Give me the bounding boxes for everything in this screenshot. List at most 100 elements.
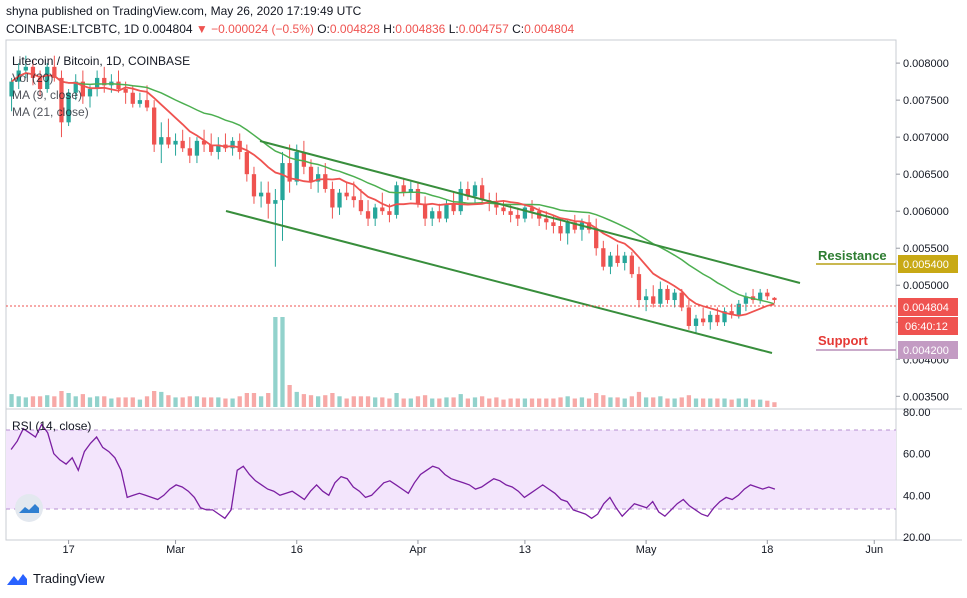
volume-bar <box>66 393 71 407</box>
volume-bar <box>451 397 456 407</box>
volume-bar <box>337 396 342 407</box>
candle-body <box>508 211 513 215</box>
volume-bar <box>508 398 513 407</box>
volume-bar <box>365 396 371 407</box>
volume-bar <box>643 397 649 407</box>
volume-bar <box>544 398 549 407</box>
candle-body <box>551 222 556 226</box>
candle-body <box>608 255 613 267</box>
volume-bar <box>658 396 663 407</box>
volume-bar <box>722 398 727 407</box>
candle-body <box>59 77 64 123</box>
candle-body <box>216 144 221 152</box>
lower-channel-line[interactable] <box>225 210 773 354</box>
candle-body <box>73 81 78 93</box>
volume-bar <box>579 397 585 407</box>
volume-bar <box>572 398 577 407</box>
volume-bar <box>373 397 378 407</box>
cloud-icon[interactable] <box>15 494 43 522</box>
time-tick-label: Jun <box>865 544 883 556</box>
volume-bar <box>173 397 178 407</box>
price-tick-label: 0.007000 <box>903 132 949 144</box>
high-label: H: <box>383 22 396 36</box>
volume-bar <box>351 396 356 407</box>
volume-bar <box>672 398 677 407</box>
volume-bar <box>330 393 335 407</box>
candle-body <box>622 255 627 264</box>
candle-body <box>529 207 535 212</box>
candle-body <box>280 163 285 201</box>
volume-bar <box>387 398 392 407</box>
rsi-tick-label: 20.00 <box>903 532 931 544</box>
candle-body <box>137 100 143 104</box>
volume-bar <box>73 396 78 407</box>
volume-bar <box>515 398 520 407</box>
volume-bar <box>608 397 613 407</box>
candle-body <box>9 81 14 97</box>
volume-bar <box>444 397 449 407</box>
volume-bar <box>586 398 592 407</box>
price-tick-label: 0.006500 <box>903 169 949 181</box>
moving-averages <box>11 72 775 317</box>
price-tick-label: 0.006000 <box>903 206 949 218</box>
price-tick-label: 0.005000 <box>903 280 949 292</box>
volume-bar <box>144 396 150 407</box>
candle-body <box>679 292 684 308</box>
candle-body <box>351 196 356 201</box>
time-tick-label: 17 <box>62 544 74 556</box>
ma9-line <box>11 72 775 317</box>
volume-bar <box>472 397 478 407</box>
volume-bar <box>45 395 50 407</box>
resistance-label: Resistance <box>818 248 887 263</box>
candle-body <box>708 314 713 323</box>
open-value: 0.004828 <box>329 22 380 36</box>
candle-body <box>430 211 435 219</box>
volume-bar <box>80 394 85 407</box>
volume-bar <box>230 398 235 407</box>
tradingview-logo[interactable]: TradingView <box>6 571 105 586</box>
candle-body <box>572 222 577 230</box>
support-label: Support <box>818 333 868 348</box>
candle-body <box>187 148 192 156</box>
time-tick-label: 16 <box>291 544 303 556</box>
upper-channel-line[interactable] <box>259 140 801 284</box>
volume-bar <box>430 398 435 407</box>
volume-bar <box>415 396 421 407</box>
volume-bar <box>30 396 36 407</box>
legend-ma21: MA (21, close) <box>12 105 89 119</box>
ma21-line <box>11 72 775 305</box>
publish-info: shyna published on TradingView.com, May … <box>6 4 361 18</box>
candle-body <box>693 318 699 326</box>
time-tick-label: Mar <box>166 544 185 556</box>
candle-body <box>651 296 656 304</box>
volume-bar <box>152 391 157 407</box>
volume-bar <box>408 398 413 407</box>
volume-bar <box>715 398 720 407</box>
candle-body <box>337 192 342 208</box>
candle-body <box>152 107 157 145</box>
candle-body <box>715 314 720 323</box>
candle-body <box>30 66 36 78</box>
candle-body <box>123 89 128 93</box>
candle-body <box>636 274 642 301</box>
countdown-badge <box>898 317 958 335</box>
candle-body <box>66 92 71 123</box>
volume-bar <box>258 396 264 407</box>
volume-bar <box>294 391 299 407</box>
candle-body <box>45 66 50 90</box>
tradingview-logo-icon <box>7 573 27 585</box>
candle-body <box>501 207 506 212</box>
volume-bar <box>494 397 499 407</box>
last-price-badge <box>898 298 958 316</box>
tradingview-brand: TradingView <box>33 571 105 586</box>
candle-body <box>87 89 93 97</box>
volume-bar <box>765 400 770 407</box>
candle-body <box>422 203 428 219</box>
volume-bar <box>316 396 321 407</box>
candle-body <box>180 140 185 149</box>
volume-bar <box>244 393 249 407</box>
volume-bar <box>558 397 563 407</box>
volume-bar <box>693 398 699 407</box>
candle-body <box>102 77 107 86</box>
